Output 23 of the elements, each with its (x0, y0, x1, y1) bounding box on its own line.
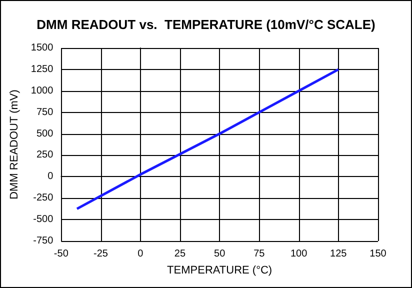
y-tick-label: 1250 (30, 64, 54, 75)
x-tick-label: 125 (330, 248, 348, 260)
x-tick-label: 150 (370, 248, 387, 260)
x-tick-label: 75 (254, 248, 266, 260)
y-tick-label: 0 (48, 171, 54, 182)
y-tick-label: 1500 (30, 42, 54, 54)
y-tick-label: 750 (36, 106, 54, 118)
x-tick-label: 25 (174, 248, 186, 260)
y-tick-label: 500 (36, 128, 54, 140)
y-tick-label: -250 (33, 192, 54, 204)
y-tick-label: -500 (33, 214, 54, 226)
x-tick-label: 100 (290, 248, 308, 260)
x-tick-label: 0 (138, 248, 144, 260)
x-axis-title: TEMPERATURE (°C) (167, 264, 272, 276)
y-axis-title: DMM READOUT (mV) (8, 90, 20, 200)
y-tick-label: -750 (33, 236, 54, 246)
x-tick-label: 50 (214, 248, 226, 260)
chart-title: DMM READOUT vs. TEMPERATURE (10mV/°C SCALE) (36, 17, 376, 32)
line-series (76, 68, 340, 210)
x-tick-label: -50 (54, 248, 69, 260)
y-tick-label: 250 (36, 150, 54, 161)
y-tick-label: 1000 (30, 85, 54, 96)
x-tick-label: -25 (94, 248, 108, 260)
